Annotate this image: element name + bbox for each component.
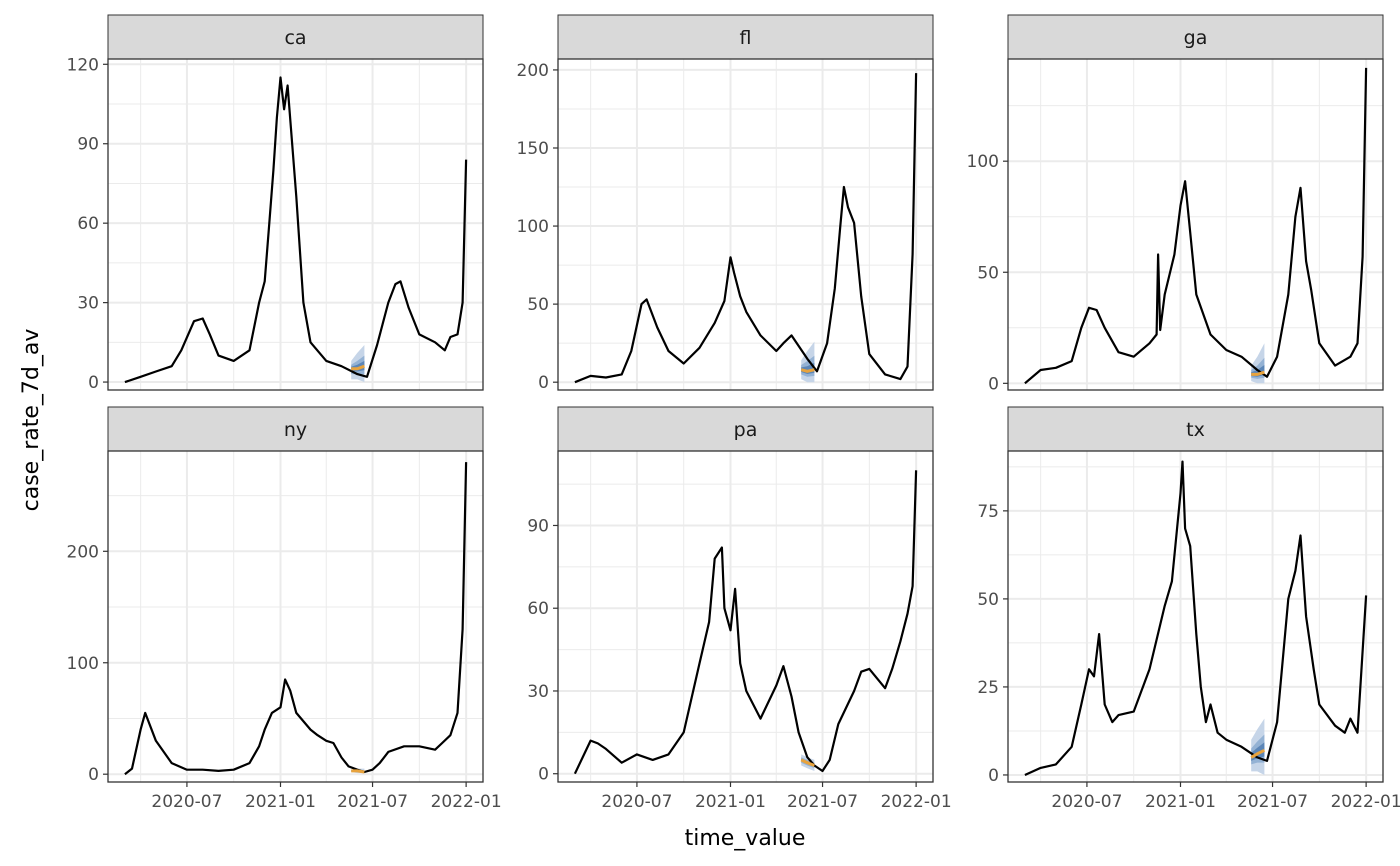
forecast-median-fl <box>800 368 815 373</box>
x-tick-label: 2020-07 <box>1051 792 1122 812</box>
series-line-tx <box>1024 460 1368 777</box>
strip-label-ga: ga <box>1184 27 1208 49</box>
y-tick-label: 50 <box>977 590 999 610</box>
panel-background <box>108 59 483 390</box>
x-tick-label: 2021-07 <box>337 792 408 812</box>
y-tick-label: 120 <box>67 55 99 75</box>
strip-ca <box>107 14 484 60</box>
y-tick-label: 200 <box>517 61 549 81</box>
y-tick-label: 0 <box>538 373 549 393</box>
panel-ca: ca 0 30 60 90 120 <box>67 14 484 393</box>
strip-label-fl: fl <box>740 27 752 49</box>
y-tick-label: 0 <box>88 373 99 393</box>
y-tick-label: 0 <box>538 765 549 785</box>
y-tick-label: 90 <box>77 135 99 155</box>
x-tick-label: 2021-07 <box>787 792 858 812</box>
panel-border <box>557 450 934 783</box>
series-line-ny <box>124 462 468 776</box>
series-line-pa <box>573 470 918 775</box>
strip-pa <box>557 406 934 452</box>
x-tick-label: 2021-01 <box>1145 792 1216 812</box>
forecast-median-ca <box>351 364 365 371</box>
panel-background <box>558 59 933 390</box>
panel-border <box>557 58 934 391</box>
forecast-median-pa <box>800 758 815 767</box>
y-tick-label: 50 <box>527 295 549 315</box>
panel-border <box>107 58 484 391</box>
series-line-ca <box>124 76 468 384</box>
x-tick-label: 2021-01 <box>695 792 766 812</box>
y-tick-label: 0 <box>988 766 999 786</box>
strip-ga <box>1007 14 1384 60</box>
y-tick-label: 60 <box>527 599 549 619</box>
forecast-median-tx <box>1250 748 1266 759</box>
y-tick-label: 150 <box>517 139 549 159</box>
y-tick-label: 75 <box>977 502 999 522</box>
panel-background <box>558 451 933 782</box>
y-tick-label: 30 <box>527 682 549 702</box>
forecast-median-ga <box>1251 370 1265 376</box>
y-tick-label: 200 <box>67 542 99 562</box>
y-tick-label: 100 <box>67 654 99 674</box>
y-tick-label: 25 <box>977 678 999 698</box>
y-tick-label: 50 <box>977 263 999 283</box>
y-tick-label: 100 <box>967 152 999 172</box>
panel-pa: pa 0 30 60 90 2020-07 2021-01 2021-07 2022-01 <box>527 406 952 812</box>
y-tick-label: 90 <box>527 516 549 536</box>
x-tick-label: 2022-01 <box>1331 792 1400 812</box>
y-tick-label: 0 <box>988 374 999 394</box>
x-tick-label: 2021-01 <box>245 792 316 812</box>
y-tick-label: 60 <box>77 214 99 234</box>
x-tick-label: 2022-01 <box>431 792 502 812</box>
panel-background <box>108 451 483 782</box>
strip-label-ca: ca <box>284 27 306 49</box>
series-line-ga <box>1024 67 1368 385</box>
panel-fl: fl 0 50 100 150 200 <box>517 14 934 393</box>
panel-ny: ny 0 100 200 2020-07 2021-01 2021-07 2022-01 <box>67 406 502 812</box>
panel-background <box>1008 59 1383 390</box>
y-tick-label: 30 <box>77 294 99 314</box>
y-tick-label: 100 <box>517 217 549 237</box>
forecast-median-ny <box>351 769 365 774</box>
strip-label-ny: ny <box>284 419 307 441</box>
x-tick-label: 2021-07 <box>1237 792 1308 812</box>
x-tick-label: 2020-07 <box>151 792 222 812</box>
strip-ny <box>107 406 484 452</box>
series-line-fl <box>574 73 918 384</box>
strip-tx <box>1007 406 1384 452</box>
strip-label-pa: pa <box>734 419 758 441</box>
strip-label-tx: tx <box>1186 419 1205 441</box>
y-axis-title: case_rate_7d_av <box>19 329 44 512</box>
y-tick-label: 0 <box>88 765 99 785</box>
x-tick-label: 2022-01 <box>881 792 952 812</box>
panel-border <box>1007 450 1384 783</box>
panel-tx: tx 0 25 50 75 2020-07 2021-01 2021-07 2022-01 <box>977 406 1400 812</box>
panel-border <box>1007 58 1384 391</box>
panel-border <box>107 450 484 783</box>
facet-panels: ca 0 30 60 90 120 fl 0 50 100 150 200 ga 0 50 100 ny 0 100… <box>67 14 1400 812</box>
x-tick-label: 2020-07 <box>601 792 672 812</box>
x-axis-title: time_value <box>685 826 806 851</box>
panel-ga: ga 0 50 100 <box>967 14 1384 394</box>
